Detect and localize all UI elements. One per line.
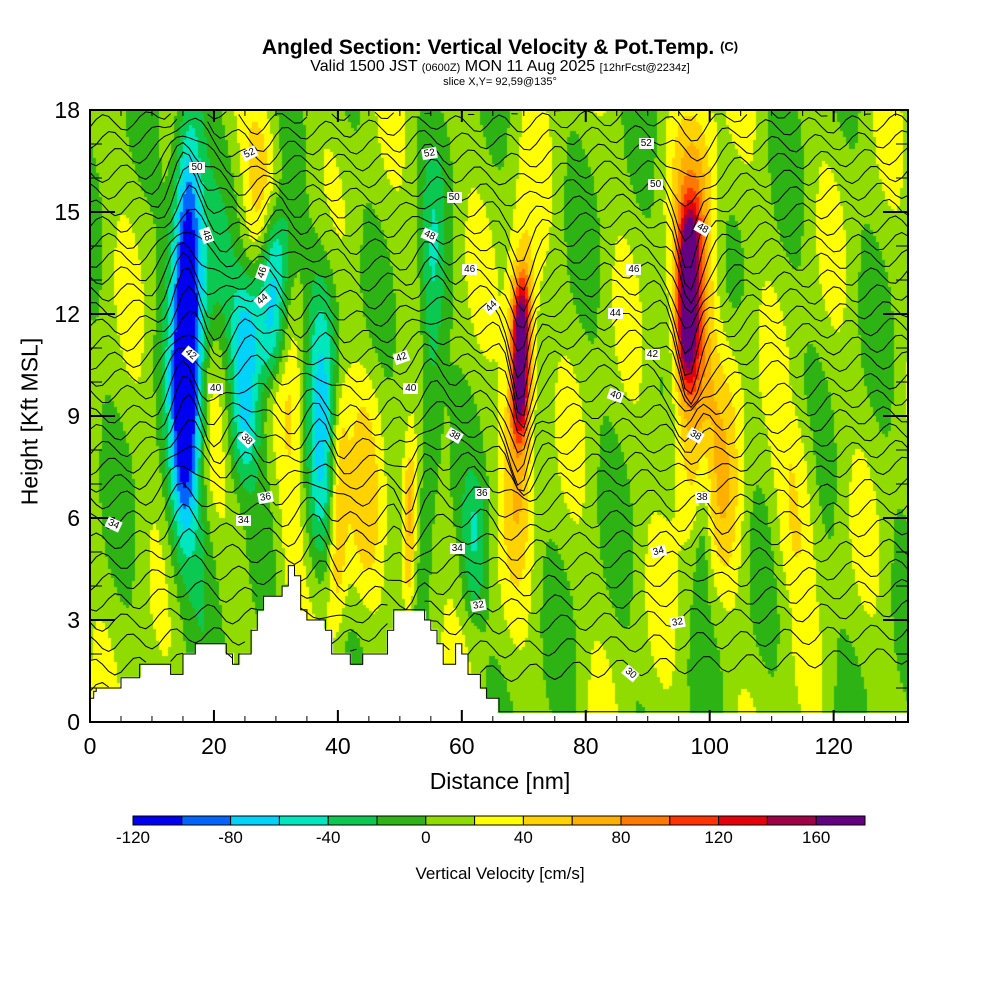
isentrope-line: [89, 268, 909, 379]
velocity-field: [90, 110, 908, 722]
x-tick-label: 120: [814, 733, 853, 759]
colorbar-segment: [425, 815, 476, 826]
colorbar-segment: [571, 815, 622, 826]
colorbar-segment: [669, 815, 720, 826]
isentrope-line: [89, 113, 909, 167]
contour-label: 50: [189, 161, 205, 173]
colorbar-segment: [376, 815, 427, 826]
colorbar-segment: [132, 815, 183, 826]
y-axis-label: Height [Kft MSL]: [16, 337, 43, 506]
y-tick-label: 18: [54, 97, 80, 123]
colorbar-segment: [718, 815, 768, 826]
contour-label: 46: [462, 263, 478, 275]
colorbar-segment: [278, 815, 329, 826]
contour-label: 38: [694, 491, 710, 503]
chart-title: Angled Section: Vertical Velocity & Pot.…: [0, 36, 1000, 59]
isentrope-line: [89, 285, 909, 400]
contour-label: 34: [449, 542, 465, 554]
colorbar-segment: [766, 815, 817, 826]
contour-label: 46: [626, 263, 642, 275]
isentrope-line: [89, 360, 909, 454]
y-tick-label: 0: [67, 709, 80, 735]
isentrope-line: [89, 184, 909, 291]
isentrope-line: [89, 418, 909, 492]
contour-label: 44: [607, 308, 623, 319]
isentrope-line: [89, 624, 909, 676]
colorbar-tick-label: 0: [421, 828, 431, 847]
isentrope-line: [89, 599, 909, 653]
colorbar-segment: [474, 815, 524, 826]
y-tick-label: 15: [54, 199, 80, 225]
isentrope-line: [89, 518, 909, 572]
contour-label: 40: [208, 382, 224, 394]
x-axis-label: Distance [nm]: [429, 768, 571, 794]
x-tick-label: 100: [690, 733, 729, 759]
isentrope-line: [89, 477, 909, 534]
chart-subtitle: Valid 1500 JST (0600Z) MON 11 Aug 2025 […: [0, 58, 1000, 77]
chart-title-units: (C): [720, 39, 739, 54]
y-tick-label: 6: [67, 505, 80, 531]
valid-time: Valid 1500 JST: [310, 58, 418, 75]
isentrope-line: [89, 498, 909, 551]
isentrope-line: [89, 439, 909, 497]
colorbar-segment: [815, 815, 866, 826]
isentrope-line: [89, 334, 909, 430]
isentrope-line: [89, 110, 698, 136]
isentrope-line: [89, 208, 909, 305]
contour-label: 42: [644, 348, 661, 360]
colorbar-segment: [230, 815, 280, 826]
colorbar-label: Vertical Velocity [cm/s]: [415, 864, 585, 883]
colorbar-segment: [181, 815, 232, 826]
x-tick-label: 40: [325, 733, 351, 759]
valid-date: MON 11 Aug 2025: [464, 58, 596, 75]
x-tick-label: 80: [572, 733, 599, 759]
isentrope-line: [89, 151, 909, 242]
isentrope-line: [89, 558, 909, 612]
colorbar-tick-label: -80: [218, 828, 243, 847]
isentrope-line: [89, 141, 909, 207]
colorbar-tick-label: 40: [513, 828, 533, 847]
plot-frame: [89, 109, 909, 723]
colorbar-segment: [620, 815, 671, 826]
isentrope-line: [89, 456, 909, 516]
colorbar-segment: [327, 815, 378, 826]
isentrope-line: [89, 393, 909, 487]
contour-label: 34: [235, 515, 252, 527]
y-tick-label: 12: [54, 301, 80, 327]
isentrope-line: [89, 375, 909, 473]
x-tick-label: 0: [83, 733, 97, 759]
x-tick-label: 20: [201, 733, 227, 759]
isentrope-line: [89, 165, 909, 269]
forecast-info: [12hrFcst@2234z]: [599, 62, 690, 74]
contour-label: 50: [446, 192, 462, 204]
isentrope-line: [89, 130, 909, 184]
y-tick-label: 9: [67, 403, 80, 429]
colorbar-tick-label: -40: [315, 828, 341, 847]
colorbar-tick-label: 160: [802, 828, 831, 847]
isentrope-line: [89, 538, 909, 593]
slice-info: slice X,Y= 92,59@135°: [443, 76, 557, 88]
isentrope-line: [89, 241, 909, 329]
colorbar-segment: [522, 815, 573, 826]
contour-label: 52: [638, 138, 654, 149]
y-tick-label: 3: [67, 607, 80, 633]
contour-label: 36: [474, 488, 490, 500]
x-tick-label: 60: [449, 733, 475, 759]
contour-label: 50: [648, 178, 664, 190]
isentrope-line: [89, 578, 909, 632]
contour-label: 40: [403, 382, 419, 394]
colorbar-tick-label: -120: [115, 828, 151, 847]
colorbar-tick-label: 120: [704, 828, 733, 847]
chart-title-main: Angled Section: Vertical Velocity & Pot.…: [261, 36, 715, 59]
contour-label: 36: [256, 490, 274, 504]
isentrope-line: [89, 310, 909, 417]
colorbar-tick-label: 80: [611, 828, 631, 847]
terrain-outline: [90, 565, 908, 713]
isentrope-line: [89, 231, 909, 314]
isentrope-line: [89, 347, 909, 437]
valid-time-utc: (0600Z): [421, 62, 461, 74]
